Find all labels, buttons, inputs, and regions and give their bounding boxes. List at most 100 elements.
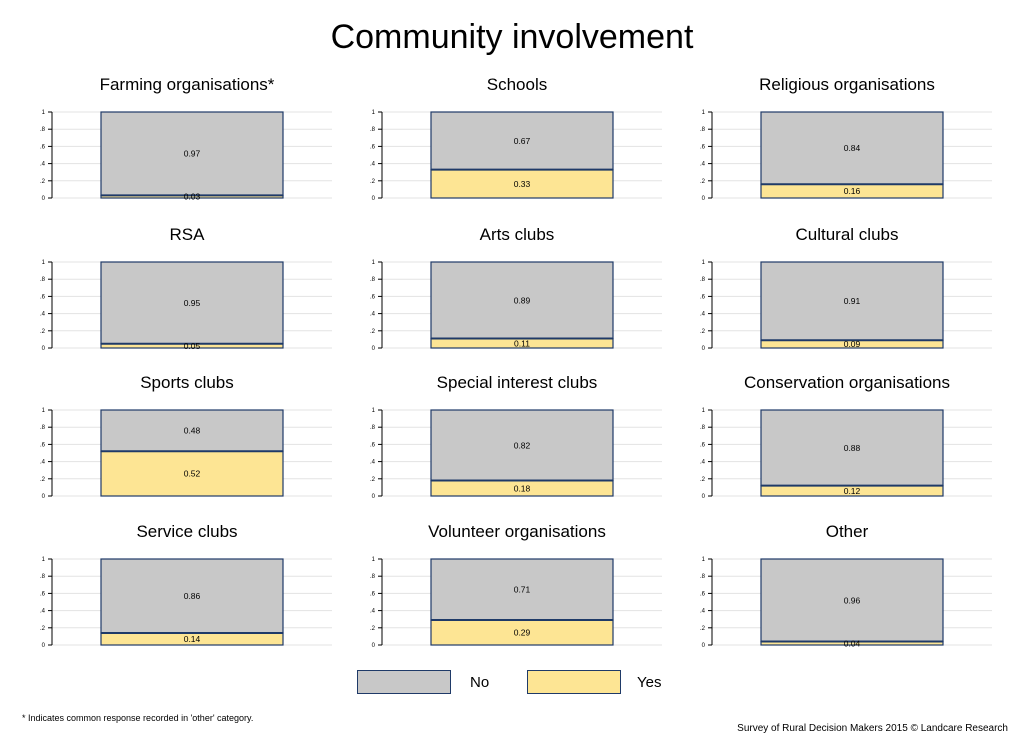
y-tick-label: .2 (40, 626, 46, 632)
y-tick-label: 0 (372, 494, 376, 500)
y-tick-label: .8 (700, 127, 706, 133)
y-tick-label: .8 (700, 277, 706, 283)
y-tick-label: 0 (702, 196, 706, 202)
data-label-no: 0.95 (184, 298, 201, 308)
legend-swatch-no (357, 670, 451, 694)
chart-panel: Arts clubs 0 .2 .4 .6 .8 1 0.89 0.11 (352, 225, 682, 371)
legend-swatch-yes (527, 670, 621, 694)
y-tick-label: .6 (370, 591, 376, 597)
data-label-yes: 0.11 (514, 338, 530, 348)
y-tick-label: .2 (370, 626, 376, 632)
data-label-no: 0.67 (514, 136, 531, 146)
panel-plot: 0 .2 .4 .6 .8 1 0.71 0.29 (370, 557, 662, 649)
chart-panel: Other 0 .2 .4 .6 .8 1 0.96 0.04 (682, 522, 1012, 668)
y-tick-label: 0 (42, 643, 46, 649)
panel-title: Schools (486, 75, 548, 94)
y-tick-label: .6 (370, 294, 376, 300)
legend-label-no: No (470, 674, 490, 691)
y-tick-label: .6 (40, 442, 46, 448)
panel-title: Service clubs (136, 522, 238, 541)
y-tick-label: 1 (372, 260, 376, 266)
panel-title: Farming organisations* (99, 75, 275, 94)
y-tick-label: .8 (370, 127, 376, 133)
y-tick-label: .2 (700, 329, 706, 335)
y-tick-label: .6 (40, 144, 46, 150)
data-label-yes: 0.52 (184, 469, 201, 479)
y-tick-label: .8 (370, 277, 376, 283)
y-tick-label: .4 (370, 609, 376, 615)
y-tick-label: 1 (42, 260, 46, 266)
panel-plot: 0 .2 .4 .6 .8 1 0.96 0.04 (700, 557, 992, 649)
y-tick-label: .2 (700, 626, 706, 632)
bar-no (430, 409, 614, 482)
panel-title: Conservation organisations (743, 373, 950, 392)
y-tick-label: .4 (40, 460, 46, 466)
y-tick-label: .4 (370, 162, 376, 168)
panel-title: Volunteer organisations (428, 522, 606, 541)
y-tick-label: .2 (700, 477, 706, 483)
y-tick-label: 0 (42, 346, 46, 352)
y-tick-label: .8 (370, 574, 376, 580)
y-tick-label: 0 (42, 494, 46, 500)
y-tick-label: 0 (42, 196, 46, 202)
y-tick-label: 1 (702, 110, 706, 116)
y-tick-label: 0 (372, 346, 376, 352)
bar-no (760, 558, 944, 643)
panel-plot: 0 .2 .4 .6 .8 1 0.67 0.33 (370, 110, 662, 202)
panel-plot: 0 .2 .4 .6 .8 1 0.86 0.14 (40, 557, 332, 649)
y-tick-label: 1 (702, 557, 706, 563)
bar-yes (430, 619, 614, 646)
chart-panel: Schools 0 .2 .4 .6 .8 1 0.67 0.33 (352, 75, 682, 221)
y-tick-label: .6 (40, 591, 46, 597)
panel-title: Other (825, 522, 869, 541)
bar-no (760, 111, 944, 185)
y-tick-label: .6 (700, 144, 706, 150)
panel-title: RSA (169, 225, 205, 244)
data-label-no: 0.48 (184, 426, 201, 436)
y-tick-label: 1 (702, 260, 706, 266)
bar-yes (430, 169, 614, 199)
legend: No Yes (0, 670, 1024, 698)
y-tick-label: .4 (40, 609, 46, 615)
chart-panel: Farming organisations* 0 .2 .4 .6 .8 1 0.97 0.03 (22, 75, 352, 221)
bar-no (430, 111, 614, 171)
bar-no (100, 111, 284, 197)
y-tick-label: .2 (700, 179, 706, 185)
chart-panel: RSA 0 .2 .4 .6 .8 1 0.95 0.05 (22, 225, 352, 371)
y-tick-label: .2 (370, 477, 376, 483)
chart-panel: Religious organisations 0 .2 .4 .6 .8 1 0.84 0.1… (682, 75, 1012, 221)
y-tick-label: .2 (370, 179, 376, 185)
bar-no (100, 558, 284, 634)
y-tick-label: .4 (700, 460, 706, 466)
data-label-yes: 0.18 (514, 483, 531, 493)
data-label-yes: 0.04 (844, 638, 861, 648)
panel-title: Cultural clubs (795, 225, 899, 244)
panel-plot: 0 .2 .4 .6 .8 1 0.91 0.09 (700, 260, 992, 352)
bar-no (760, 261, 944, 341)
y-tick-label: .8 (370, 425, 376, 431)
y-tick-label: .6 (370, 442, 376, 448)
data-label-yes: 0.03 (184, 192, 201, 202)
y-tick-label: 1 (42, 408, 46, 414)
y-tick-label: .4 (370, 460, 376, 466)
y-tick-label: 0 (702, 346, 706, 352)
y-tick-label: 1 (42, 110, 46, 116)
y-tick-label: 0 (372, 196, 376, 202)
data-label-no: 0.88 (844, 443, 861, 453)
data-label-yes: 0.05 (184, 341, 201, 351)
y-tick-label: .8 (40, 277, 46, 283)
data-label-no: 0.82 (514, 440, 531, 450)
y-tick-label: .8 (700, 574, 706, 580)
panel-title: Arts clubs (479, 225, 555, 244)
source-credit: Survey of Rural Decision Makers 2015 © L… (737, 723, 1008, 734)
chart-panel: Sports clubs 0 .2 .4 .6 .8 1 0.48 0.52 (22, 373, 352, 519)
y-tick-label: .4 (700, 609, 706, 615)
y-tick-label: 1 (372, 408, 376, 414)
chart-panel: Cultural clubs 0 .2 .4 .6 .8 1 0.91 0.09 (682, 225, 1012, 371)
bar-no (430, 261, 614, 340)
y-tick-label: .4 (700, 162, 706, 168)
panel-plot: 0 .2 .4 .6 .8 1 0.82 0.18 (370, 408, 662, 500)
data-label-yes: 0.29 (514, 628, 531, 638)
panel-plot: 0 .2 .4 .6 .8 1 0.88 0.12 (700, 408, 992, 500)
bar-no (100, 261, 284, 345)
